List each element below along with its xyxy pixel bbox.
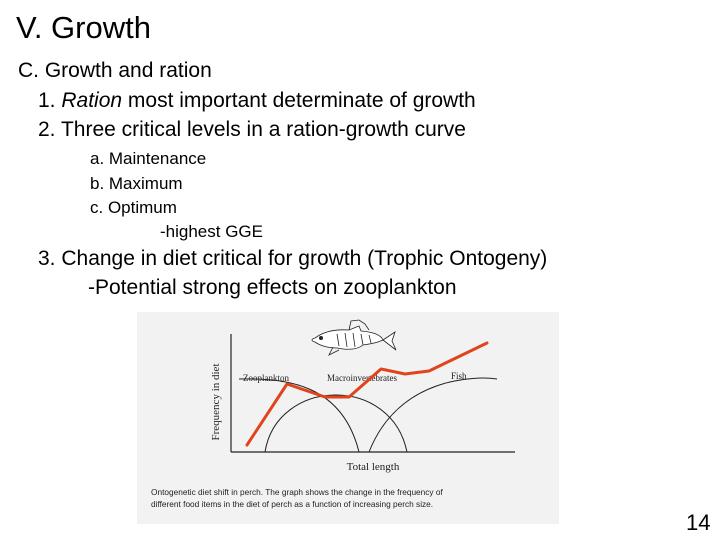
zooplankton-label: Zooplankton: [243, 373, 289, 383]
macroinvertebrates-curve: [264, 394, 408, 453]
sub-item-b: b. Maximum: [90, 174, 183, 193]
growth-trajectory-line: [245, 341, 489, 447]
macroinvertebrates-label: Macroinvertebrates: [327, 373, 397, 383]
sub-item-c: c. Optimum: [90, 198, 177, 217]
x-axis-label: Total length: [347, 461, 400, 473]
fish-curve: [368, 377, 498, 453]
sub-item-c-note: -highest GGE: [160, 222, 263, 241]
diet-shift-graph: Frequency in diet Zooplankton Macroinver…: [151, 319, 515, 509]
zooplankton-curve: [238, 378, 360, 453]
figure-caption-line-2: different food items in the diet of perc…: [151, 499, 433, 509]
fish-label: Fish: [451, 371, 467, 381]
list-item-1-number: 1.: [38, 89, 62, 112]
list-item-3-note: -Potential strong effects on zooplankton: [88, 276, 457, 299]
slide-title: V. Growth: [16, 10, 151, 45]
y-axis-label: Frequency in diet: [210, 364, 222, 441]
page-number: 14: [686, 510, 711, 535]
list-item-1-emphasis: Ration: [61, 89, 123, 112]
figure-caption-line-1: Ontogenetic diet shift in perch. The gra…: [151, 487, 443, 497]
list-item-3: 3. Change in diet critical for growth (T…: [38, 247, 548, 270]
perch-fish-icon: [311, 319, 397, 356]
diet-shift-figure: Frequency in diet Zooplankton Macroinver…: [137, 312, 559, 524]
list-item-1: 1. Ration most important determinate of …: [38, 89, 476, 113]
sub-item-a: a. Maintenance: [90, 149, 207, 168]
section-heading: C. Growth and ration: [18, 59, 212, 82]
list-item-1-text: most important determinate of growth: [122, 89, 476, 112]
list-item-2: 2. Three critical levels in a ration-gro…: [38, 118, 466, 141]
